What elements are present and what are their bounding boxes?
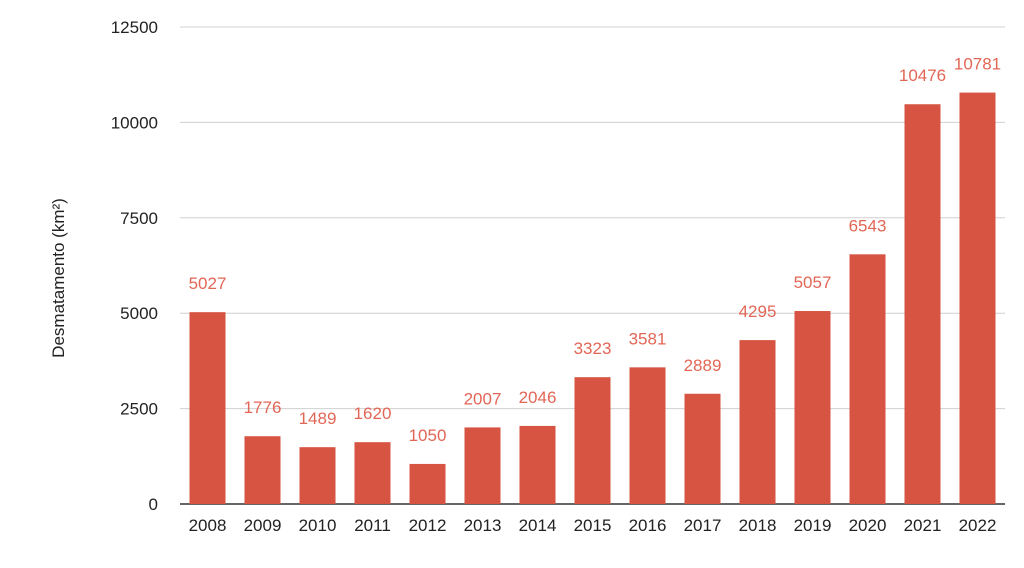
data-label: 1489 xyxy=(299,409,337,428)
bar xyxy=(904,104,941,504)
x-tick-label: 2022 xyxy=(959,516,997,535)
x-tick-label: 2016 xyxy=(629,516,667,535)
x-tick-label: 2010 xyxy=(299,516,337,535)
bar xyxy=(684,393,721,504)
x-tick-label: 2008 xyxy=(189,516,227,535)
bar xyxy=(849,254,886,504)
data-label: 10781 xyxy=(954,55,1001,74)
x-tick-label: 2015 xyxy=(574,516,612,535)
data-label: 5027 xyxy=(189,274,227,293)
y-axis-ticks: 0 2500 5000 7500 10000 12500 xyxy=(111,18,158,514)
y-tick-label: 12500 xyxy=(111,18,158,37)
bar xyxy=(959,92,996,504)
data-label: 2889 xyxy=(684,356,722,375)
bar xyxy=(244,436,281,504)
bar xyxy=(794,311,831,504)
bars xyxy=(189,92,996,504)
x-tick-label: 2020 xyxy=(849,516,887,535)
data-label: 4295 xyxy=(739,302,777,321)
bar xyxy=(629,367,666,504)
data-label: 1620 xyxy=(354,404,392,423)
data-label: 3323 xyxy=(574,339,612,358)
x-tick-label: 2011 xyxy=(354,516,391,535)
data-label: 1776 xyxy=(244,398,282,417)
data-label: 2007 xyxy=(464,389,502,408)
x-tick-label: 2017 xyxy=(684,516,722,535)
y-tick-label: 2500 xyxy=(120,400,158,419)
x-tick-label: 2014 xyxy=(519,516,557,535)
data-label: 10476 xyxy=(899,66,946,85)
y-tick-label: 10000 xyxy=(111,113,158,132)
x-tick-label: 2012 xyxy=(409,516,447,535)
bar xyxy=(464,427,501,504)
y-tick-label: 7500 xyxy=(120,209,158,228)
x-axis-ticks: 2008 2009 2010 2011 2012 2013 2014 2015 2016 2017… xyxy=(189,516,997,535)
x-tick-label: 2013 xyxy=(464,516,502,535)
bar xyxy=(574,377,611,504)
bar xyxy=(739,340,776,504)
bar xyxy=(519,425,556,504)
y-tick-label: 5000 xyxy=(120,304,158,323)
bar xyxy=(354,442,391,504)
data-label: 6543 xyxy=(849,216,887,235)
data-label: 3581 xyxy=(629,329,667,348)
data-label: 5057 xyxy=(794,273,832,292)
y-axis-title: Desmatamento (km²) xyxy=(49,198,68,358)
data-labels: 5027 1776 1489 1620 1050 2007 2046 3323 3581 2889… xyxy=(189,55,1002,445)
x-tick-label: 2009 xyxy=(244,516,282,535)
x-tick-label: 2021 xyxy=(904,516,942,535)
bar xyxy=(299,447,336,504)
data-label: 1050 xyxy=(409,426,447,445)
data-label: 2046 xyxy=(519,388,557,407)
x-tick-label: 2019 xyxy=(794,516,832,535)
x-tick-label: 2018 xyxy=(739,516,777,535)
bar xyxy=(409,463,446,504)
bar xyxy=(189,312,226,504)
y-tick-label: 0 xyxy=(149,495,158,514)
